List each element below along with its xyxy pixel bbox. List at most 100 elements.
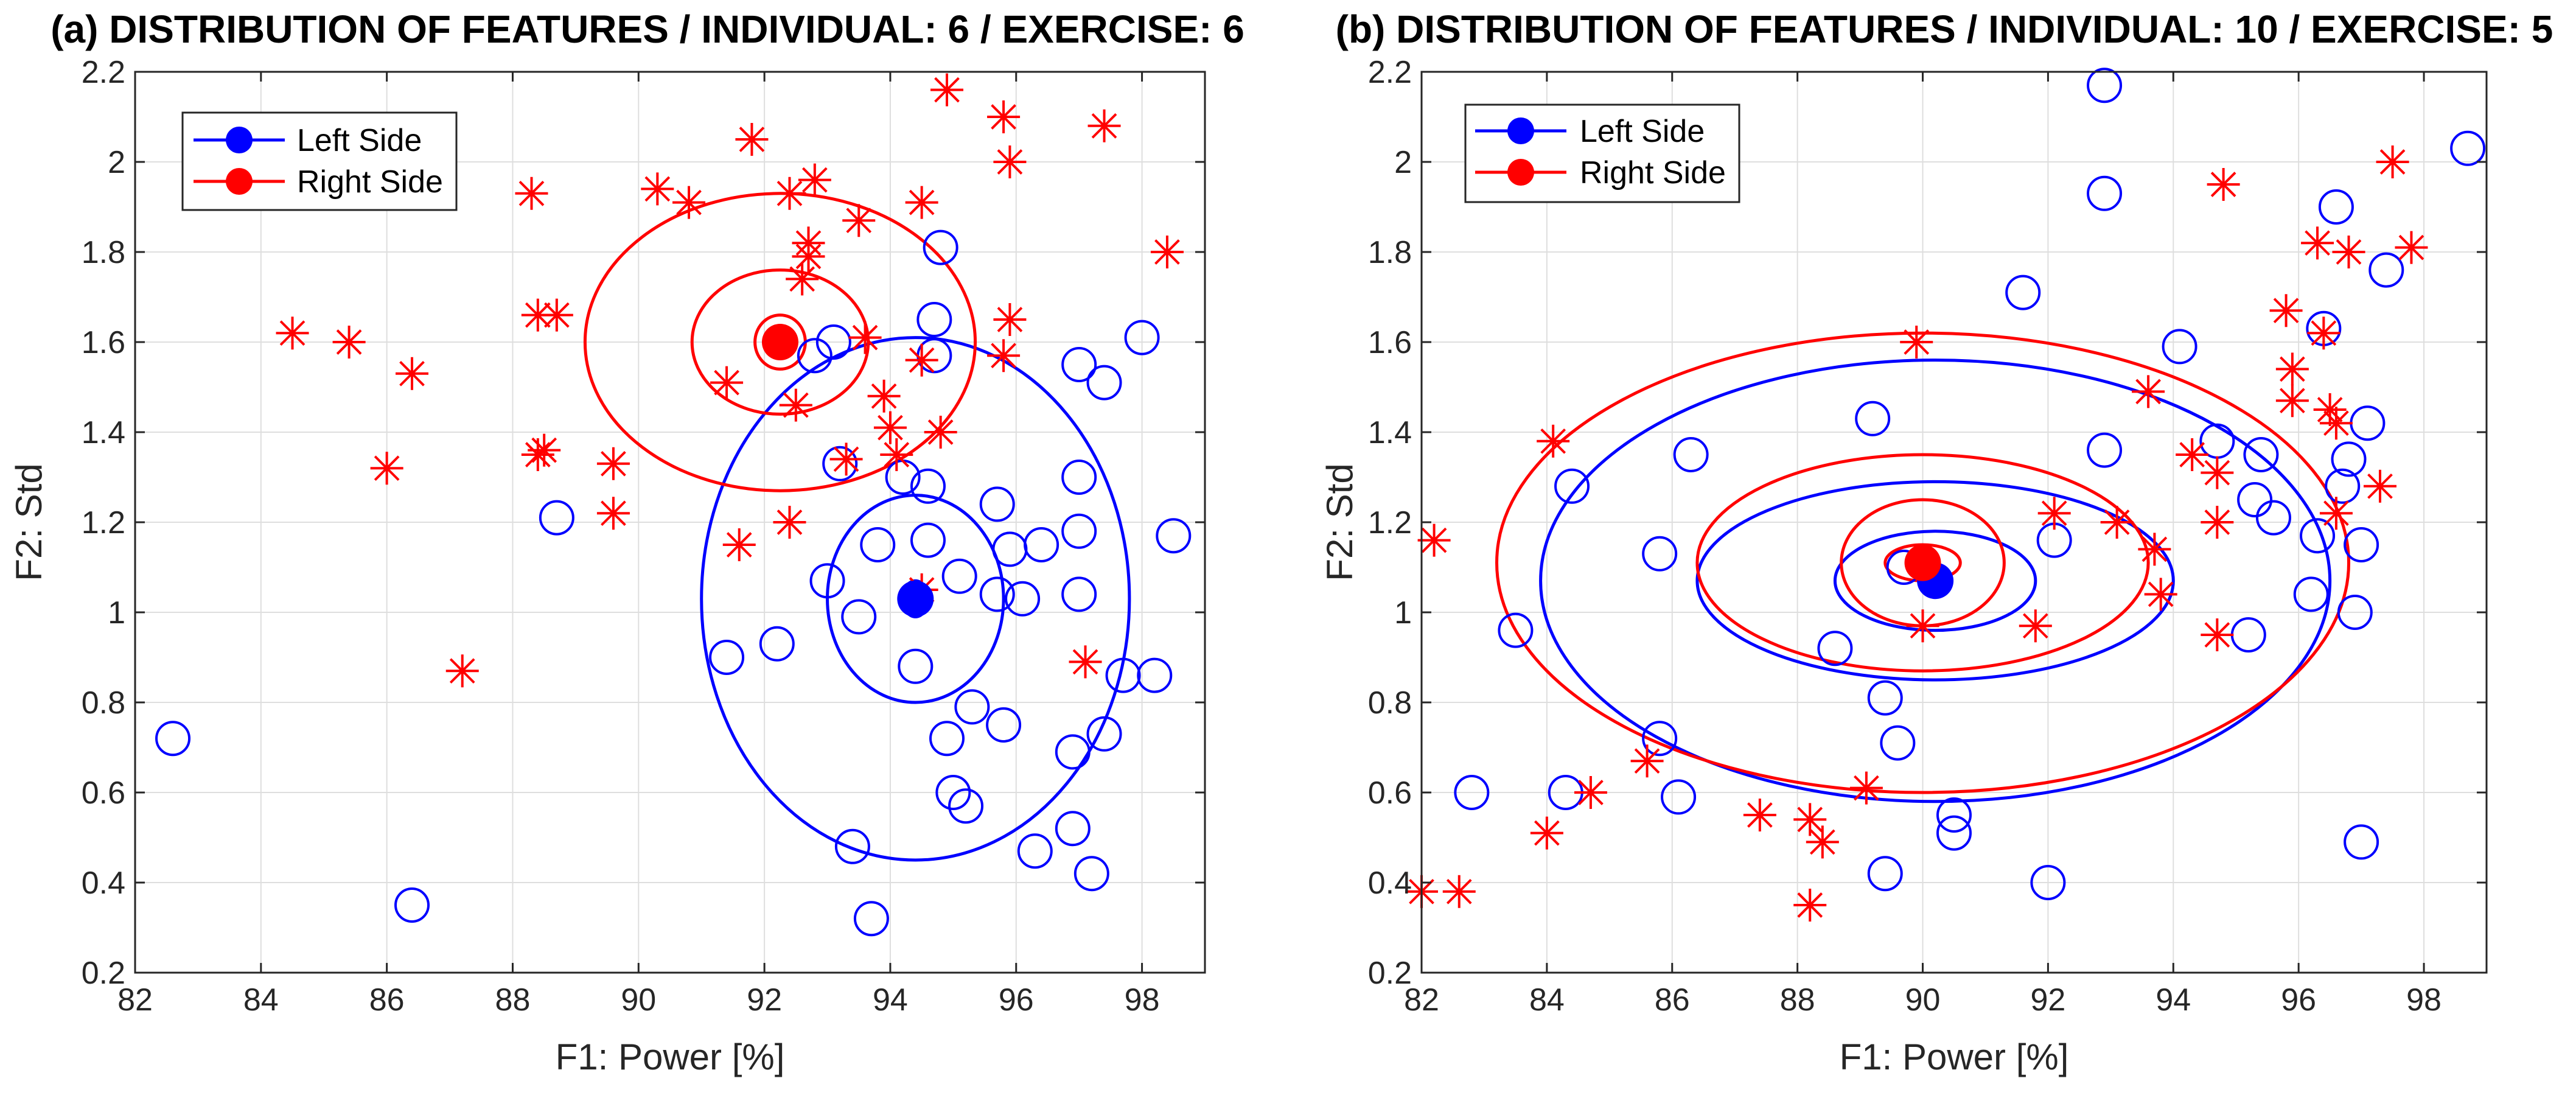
data-point: [2138, 533, 2171, 566]
y-tick-label: 1: [108, 595, 125, 631]
data-point: [1086, 716, 1122, 752]
confidence-ellipse: [1695, 453, 2150, 673]
data-point: [2395, 231, 2428, 264]
data-point: [276, 317, 309, 350]
data-point: [1906, 609, 1939, 643]
y-tick-label: 1.8: [1368, 235, 1412, 270]
data-point: [986, 707, 1022, 743]
data-point: [1124, 320, 1160, 355]
data-point: [898, 648, 934, 684]
legend-marker-left: [1507, 117, 1534, 144]
data-point: [2331, 441, 2367, 477]
data-point: [2318, 189, 2354, 225]
data-point: [2368, 252, 2404, 288]
data-point: [1417, 523, 1451, 557]
data-point: [2144, 578, 2177, 611]
x-tick-label: 82: [117, 982, 153, 1018]
legend-box: [181, 111, 458, 211]
data-point: [2162, 329, 2197, 365]
y-axis-label: F2: Std: [1319, 463, 1360, 581]
y-tick-label: 0.8: [82, 685, 125, 721]
data-point: [1530, 816, 1563, 850]
y-tick-label: 0.2: [82, 956, 125, 991]
data-point: [786, 262, 819, 296]
data-point: [1073, 856, 1109, 892]
legend-label-right: Right Side: [297, 164, 443, 200]
data-point: [2237, 482, 2273, 517]
confidence-ellipse: [700, 336, 1131, 862]
data-point: [979, 576, 1015, 612]
data-point: [1061, 576, 1097, 612]
data-point: [1087, 109, 1121, 142]
data-point: [596, 497, 630, 530]
data-point: [993, 145, 1027, 178]
data-point: [1574, 776, 1607, 809]
data-point: [445, 654, 479, 688]
x-tick-label: 96: [2281, 982, 2316, 1018]
data-point: [924, 416, 957, 449]
data-point: [797, 338, 832, 374]
legend-label-left: Left Side: [297, 123, 422, 158]
x-tick-label: 90: [621, 982, 656, 1018]
data-point: [1817, 631, 1853, 666]
data-point: [1061, 513, 1097, 549]
data-point: [880, 438, 913, 471]
x-tick-label: 92: [2030, 982, 2065, 1018]
data-point: [822, 446, 858, 481]
data-point: [2364, 469, 2396, 503]
data-point: [539, 500, 574, 536]
chart-panel-b: 82 84 86 88 90 92 94 96 98 0.2 0.4 0.6 0.8 1 1.2 1.4 1.6…: [1319, 7, 2553, 1077]
confidence-ellipse: [1495, 331, 2351, 794]
data-point: [929, 721, 965, 757]
data-point: [1156, 518, 1192, 554]
x-tick-label: 98: [1125, 982, 1160, 1018]
data-point: [2332, 236, 2365, 268]
data-point: [853, 901, 889, 937]
data-point: [2313, 393, 2347, 426]
data-point: [2100, 506, 2134, 539]
data-point: [1642, 721, 1678, 757]
legend-label-left: Left Side: [1580, 114, 1705, 149]
data-point: [1069, 645, 1102, 679]
data-point: [2337, 595, 2373, 630]
data-point: [905, 186, 938, 219]
y-tick-label: 2.2: [82, 55, 125, 90]
x-tick-label: 92: [747, 982, 782, 1018]
data-point: [1673, 437, 1709, 472]
data-point: [779, 388, 812, 422]
data-point: [1806, 825, 1839, 859]
data-point: [370, 452, 403, 485]
data-point: [1855, 401, 1891, 436]
data-point: [2301, 226, 2334, 260]
y-tick-label: 1.2: [1368, 505, 1412, 541]
x-axis-label: F1: Power [%]: [556, 1037, 785, 1077]
data-point: [935, 775, 971, 810]
data-point: [987, 100, 1021, 133]
data-point: [1936, 797, 1972, 833]
data-point: [1498, 612, 1534, 648]
data-point: [1442, 875, 1476, 908]
data-point: [735, 123, 769, 156]
x-tick-label: 86: [1655, 982, 1690, 1018]
data-point: [2087, 175, 2123, 211]
data-point: [2275, 384, 2309, 418]
data-point: [829, 443, 863, 476]
y-tick-label: 1.2: [82, 505, 125, 541]
data-point: [2256, 500, 2291, 536]
mean-marker: [761, 324, 798, 360]
data-point: [798, 163, 831, 197]
legend: Left Side Right Side: [181, 111, 458, 211]
data-point: [987, 339, 1021, 373]
chart-title: (a) DISTRIBUTION OF FEATURES / INDIVIDUA…: [51, 7, 1244, 51]
data-point: [948, 788, 984, 824]
y-tick-label: 1.6: [82, 325, 125, 360]
data-point: [2019, 609, 2052, 643]
y-tick-label: 1.4: [82, 415, 125, 450]
data-point: [1880, 725, 1916, 761]
x-tick-label: 88: [1780, 982, 1815, 1018]
legend-label-right: Right Side: [1580, 155, 1726, 191]
x-tick-label: 82: [1404, 982, 1439, 1018]
data-point: [809, 563, 845, 599]
x-tick-label: 88: [495, 982, 531, 1018]
